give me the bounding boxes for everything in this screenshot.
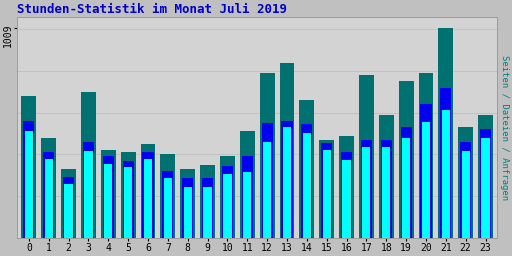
Bar (319, 140, 334, 238)
Bar (458, 127, 473, 238)
Bar (101, 150, 116, 238)
Bar (200, 165, 215, 238)
Bar (379, 115, 394, 238)
Bar (162, 171, 174, 238)
Bar (124, 167, 132, 238)
Bar (22, 96, 36, 238)
Bar (240, 132, 254, 238)
Bar (283, 127, 291, 238)
Bar (260, 73, 274, 238)
Bar (382, 147, 390, 238)
Bar (303, 133, 311, 238)
Bar (203, 187, 211, 238)
Bar (45, 158, 53, 238)
Bar (460, 142, 471, 238)
Bar (104, 164, 112, 238)
Bar (182, 178, 194, 238)
Bar (282, 121, 292, 238)
Bar (359, 75, 374, 238)
Bar (321, 143, 332, 238)
Bar (141, 144, 156, 238)
Bar (65, 184, 73, 238)
Y-axis label: Seiten / Dateien / Anfragen: Seiten / Dateien / Anfragen (500, 55, 509, 200)
Bar (84, 151, 93, 238)
Bar (41, 138, 56, 238)
Bar (481, 138, 489, 238)
Bar (164, 178, 172, 238)
Bar (440, 88, 452, 238)
Bar (462, 151, 470, 238)
Bar (23, 121, 34, 238)
Bar (402, 138, 410, 238)
Bar (301, 124, 312, 238)
Bar (380, 140, 392, 238)
Bar (263, 142, 271, 238)
Bar (343, 159, 351, 238)
Bar (341, 152, 352, 238)
Bar (223, 174, 231, 238)
Bar (480, 129, 491, 238)
Bar (280, 63, 294, 238)
Text: Stunden-Statistik im Monat Juli 2019: Stunden-Statistik im Monat Juli 2019 (17, 3, 287, 16)
Bar (122, 161, 134, 238)
Bar (339, 136, 354, 238)
Bar (63, 177, 74, 238)
Bar (103, 156, 114, 238)
Bar (361, 140, 372, 238)
Bar (323, 150, 331, 238)
Bar (420, 104, 432, 238)
Bar (300, 100, 314, 238)
Bar (222, 166, 233, 238)
Bar (242, 156, 253, 238)
Bar (438, 28, 453, 238)
Bar (220, 156, 235, 238)
Bar (184, 187, 192, 238)
Bar (362, 147, 371, 238)
Bar (144, 158, 152, 238)
Bar (422, 122, 430, 238)
Bar (83, 142, 94, 238)
Bar (160, 154, 175, 238)
Bar (399, 81, 414, 238)
Bar (478, 115, 493, 238)
Bar (442, 110, 450, 238)
Bar (180, 169, 195, 238)
Bar (81, 92, 96, 238)
Bar (142, 152, 154, 238)
Bar (25, 132, 33, 238)
Bar (121, 152, 136, 238)
Bar (400, 127, 412, 238)
Bar (61, 169, 76, 238)
Bar (202, 178, 213, 238)
Bar (243, 172, 251, 238)
Bar (418, 73, 434, 238)
Bar (262, 123, 273, 238)
Bar (43, 152, 54, 238)
